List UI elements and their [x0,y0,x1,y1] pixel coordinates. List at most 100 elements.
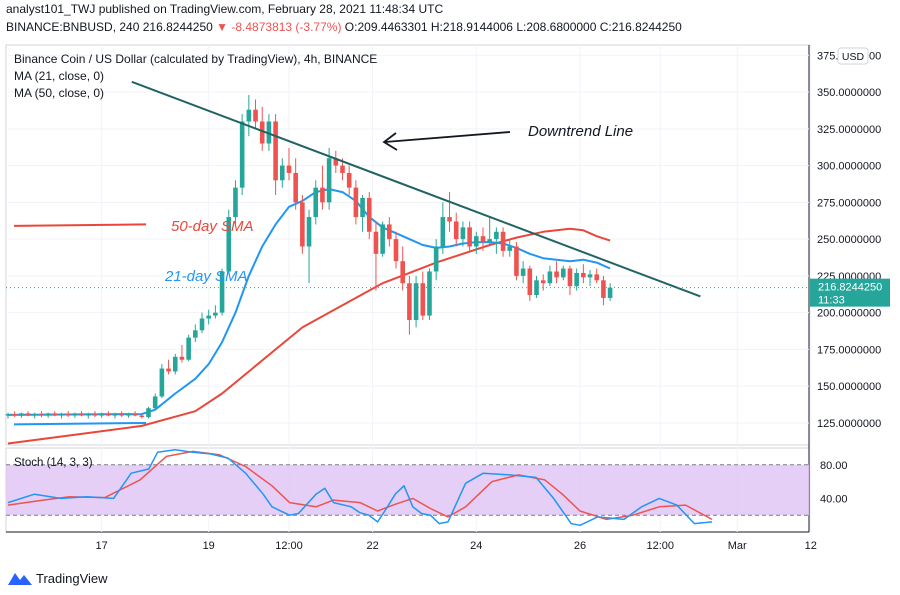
price-pane-frame [5,44,810,446]
footer-brand: TradingView [36,570,108,586]
candle-body [233,187,238,218]
candle-body [139,415,145,418]
candle-body [39,414,44,416]
publish-info: analyst101_TWJ published on TradingView.… [6,2,444,16]
grid [6,45,812,532]
candle-body [132,413,138,416]
candle-body [213,312,218,316]
candle-body [547,271,553,284]
candle-body [540,280,546,284]
candle-body [300,202,305,247]
y-tick-label: 175.0000000 [817,344,881,356]
candle-body [320,187,325,203]
candle-body [32,414,38,416]
annotation-arrow [382,131,511,151]
candle-body [152,396,158,409]
ma50-sample-line [13,223,147,227]
candle-body [574,272,579,287]
y-tick-label: 150.0000000 [817,381,881,393]
candle-body [520,268,526,276]
stoch-tick-label: 80.00 [820,460,848,472]
svg-text:USD: USD [842,51,865,63]
candle-body [172,356,178,372]
candle-body [433,246,439,272]
y-tick-label: 200.0000000 [817,308,881,320]
candle-body [407,283,412,320]
candle-body [500,231,506,251]
chart-title: Binance Coin / US Dollar (calculated by … [14,52,377,66]
candle-body [567,268,573,287]
candle-body [45,413,51,416]
x-tick-label: Mar [728,540,747,552]
candle-body [400,261,406,284]
x-tick-label: 26 [574,540,586,552]
candle-body [380,224,385,254]
price-axis: 125.0000000 150.0000000 175.0000000 200.000… [817,50,881,505]
candle-body [166,368,171,372]
y-tick-label: 300.0000000 [817,161,881,173]
tradingview-logo-icon [8,573,32,585]
y-tick-label: 125.0000000 [817,418,881,430]
candle-body [507,246,513,251]
price-tag-value: 216.8244250 [818,282,882,294]
candle-body [453,221,459,240]
candle-body [79,413,84,416]
candle-body [440,217,446,247]
downtrend-line [6,80,809,298]
stoch-lines [7,448,713,527]
candle-body [219,271,225,313]
ma50-line [7,223,611,445]
ma21-sample-line [13,421,147,426]
candle-body [99,413,104,416]
time-axis: 17 19 12:00 22 24 26 12:00 Mar 12 [96,540,817,552]
candle-body [186,337,191,360]
candle-body [360,197,365,218]
candle-body [65,414,71,416]
ma50-path [7,227,611,445]
candle-body [333,158,339,166]
stoch-tick-label: 40.00 [820,493,848,505]
tradingview-logo[interactable]: TradingView [8,569,108,587]
price-change: ▼ -8.4873813 (-3.77%) [216,20,342,34]
candle-body [387,224,392,240]
candle-body [393,239,399,262]
candles [5,95,613,419]
candle-body [5,414,11,416]
x-tick-label: 19 [203,540,215,552]
y-tick-label: 325.0000000 [817,124,881,136]
candle-body [373,231,379,254]
stoch-label: Stoch (14, 3, 3) [14,457,93,469]
candle-body [253,109,258,122]
candle-body [59,414,64,416]
candle-body [293,172,298,203]
low-value: L:208.6800000 [516,20,597,34]
stoch-band-fill [6,464,809,516]
chart[interactable]: 125.0000000 150.0000000 175.0000000 200.000… [0,0,900,570]
x-tick-label: 22 [366,540,378,552]
candle-body [92,414,98,416]
candle-body [346,172,352,188]
high-value: H:218.9144006 [430,20,513,34]
candle-body [366,197,372,232]
candle-body [494,231,499,240]
candle-body [126,413,131,416]
candle-body [474,236,479,247]
candle-body [420,283,426,316]
candle-body [226,217,232,272]
candle-body [12,414,17,416]
candle-body [594,274,600,281]
ohlc-line: BINANCE:BNBUSD, 240 216.8244250 ▼ -8.487… [6,20,682,34]
currency-badge[interactable]: USD [837,47,869,65]
price-tag-time: 11:33 [818,295,845,307]
candle-body [206,315,211,319]
candle-body [52,413,58,416]
x-tick-label: 24 [470,540,482,552]
candle-body [72,413,78,416]
candle-body [179,356,185,360]
candle-body [480,236,486,243]
candle-body [259,121,265,144]
candle-body [353,187,359,218]
ma21-legend: MA (21, close, 0) [14,69,104,83]
last-price: 216.8244250 [142,20,213,34]
last-price-tag: 216.8244250 11:33 [810,278,890,307]
